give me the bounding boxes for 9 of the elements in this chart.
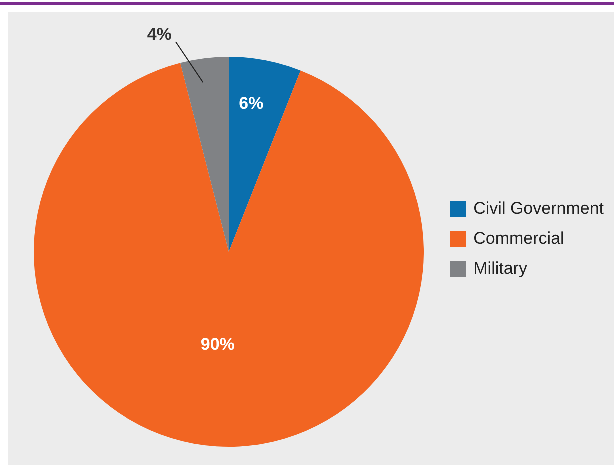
pie-slice <box>34 63 424 447</box>
legend-label: Commercial <box>474 228 564 248</box>
data-label: 6% <box>239 94 264 113</box>
legend-label: Military <box>474 258 528 278</box>
data-label: 90% <box>200 334 235 354</box>
pie-slice <box>180 57 229 252</box>
legend-label: Civil Government <box>474 198 604 218</box>
data-label: 4% <box>147 24 172 44</box>
pie-slice <box>229 57 301 252</box>
